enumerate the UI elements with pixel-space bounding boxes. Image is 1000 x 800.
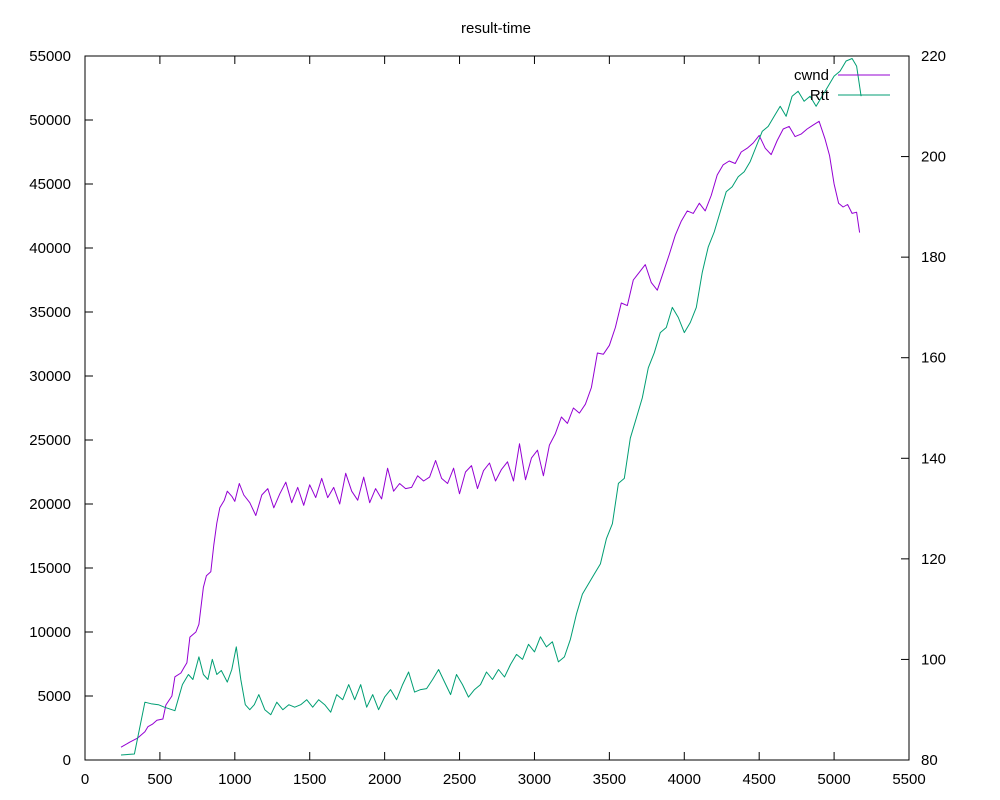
y-left-tick-label: 0 bbox=[63, 752, 71, 769]
legend-label-cwnd: cwnd bbox=[794, 67, 829, 84]
y-right-tick-label: 180 bbox=[921, 249, 946, 266]
axes: 0 500 1000 1500 2000 2500 3000 3500 4000 4500 5000… bbox=[29, 48, 946, 788]
x-tick-label: 5500 bbox=[892, 771, 925, 788]
x-tick-label: 0 bbox=[81, 771, 89, 788]
x-tick-label: 2500 bbox=[443, 771, 476, 788]
y-left-tick-label: 25000 bbox=[29, 432, 71, 449]
x-tick-label: 4500 bbox=[742, 771, 775, 788]
x-tick-label: 1500 bbox=[293, 771, 326, 788]
y-left-tick-label: 5000 bbox=[38, 688, 71, 705]
plot-frame bbox=[84, 55, 910, 761]
plot-area bbox=[120, 58, 862, 756]
y-left-tick-label: 55000 bbox=[29, 48, 71, 65]
y-left-tick-label: 30000 bbox=[29, 368, 71, 385]
y-right-tick-label: 160 bbox=[921, 350, 946, 367]
x-tick-label: 3500 bbox=[593, 771, 626, 788]
legend-label-rtt: Rtt bbox=[810, 87, 830, 104]
y-right-tick-label: 140 bbox=[921, 450, 946, 467]
x-tick-label: 500 bbox=[147, 771, 172, 788]
y-left-tick-label: 35000 bbox=[29, 304, 71, 321]
y-right-tick-label: 120 bbox=[921, 551, 946, 568]
y-left-tick-label: 10000 bbox=[29, 624, 71, 641]
y-right-tick-label: 80 bbox=[921, 752, 938, 769]
y-left-tick-label: 15000 bbox=[29, 560, 71, 577]
x-tick-label: 4000 bbox=[668, 771, 701, 788]
x-tick-label: 3000 bbox=[518, 771, 551, 788]
y-left-tick-label: 20000 bbox=[29, 496, 71, 513]
y-right-tick-label: 200 bbox=[921, 149, 946, 166]
x-tick-label: 2000 bbox=[368, 771, 401, 788]
y-right-tick-label: 100 bbox=[921, 651, 946, 668]
y-left-tick-label: 50000 bbox=[29, 112, 71, 129]
chart-title: result-time bbox=[461, 20, 531, 37]
legend: cwnd Rtt bbox=[794, 67, 890, 104]
y-left-tick-label: 45000 bbox=[29, 176, 71, 193]
cwnd-series-line bbox=[120, 120, 861, 748]
y-right-tick-label: 220 bbox=[921, 48, 946, 65]
y-left-tick-label: 40000 bbox=[29, 240, 71, 257]
x-tick-label: 1000 bbox=[218, 771, 251, 788]
rtt-series-line bbox=[120, 58, 862, 756]
x-tick-label: 5000 bbox=[817, 771, 850, 788]
